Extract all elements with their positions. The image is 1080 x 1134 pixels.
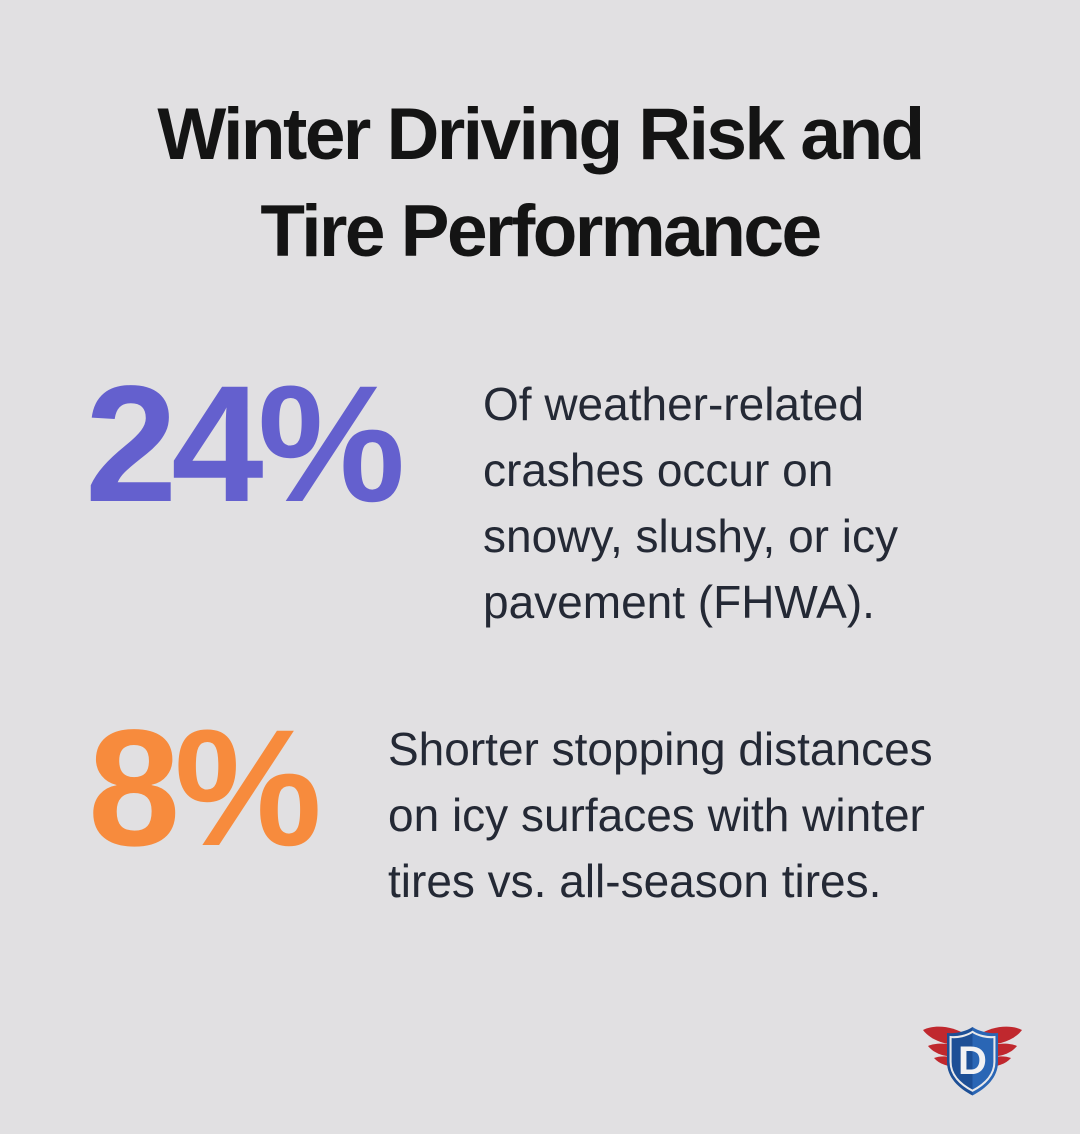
logo-letter: D (958, 1039, 987, 1083)
description-line: Shorter stopping distances (388, 723, 933, 775)
shield-inner-border (949, 1030, 996, 1092)
description-line: on icy surfaces with winter (388, 789, 925, 841)
page-title: Winter Driving Risk and Tire Performance (0, 0, 1080, 280)
page-title-line-2: Tire Performance (260, 191, 822, 272)
description-line: pavement (FHWA). (483, 576, 875, 628)
description-line: Of weather-related (483, 378, 864, 430)
stat-value-stopping-distance: 8% (88, 696, 322, 881)
stat-description-stopping-distance: Shorter stopping distances on icy surfac… (388, 716, 933, 914)
description-line: snowy, slushy, or icy (483, 510, 898, 562)
stat-description-weather-crashes: Of weather-related crashes occur on snow… (483, 371, 898, 635)
description-line: tires vs. all-season tires. (388, 855, 882, 907)
stat-value-weather-crashes: 24% (85, 352, 405, 537)
brand-logo: D (923, 1026, 1022, 1096)
shield-icon (947, 1027, 998, 1096)
page-title-line-1: Winter Driving Risk and (157, 94, 925, 175)
description-line: crashes occur on (483, 444, 834, 496)
